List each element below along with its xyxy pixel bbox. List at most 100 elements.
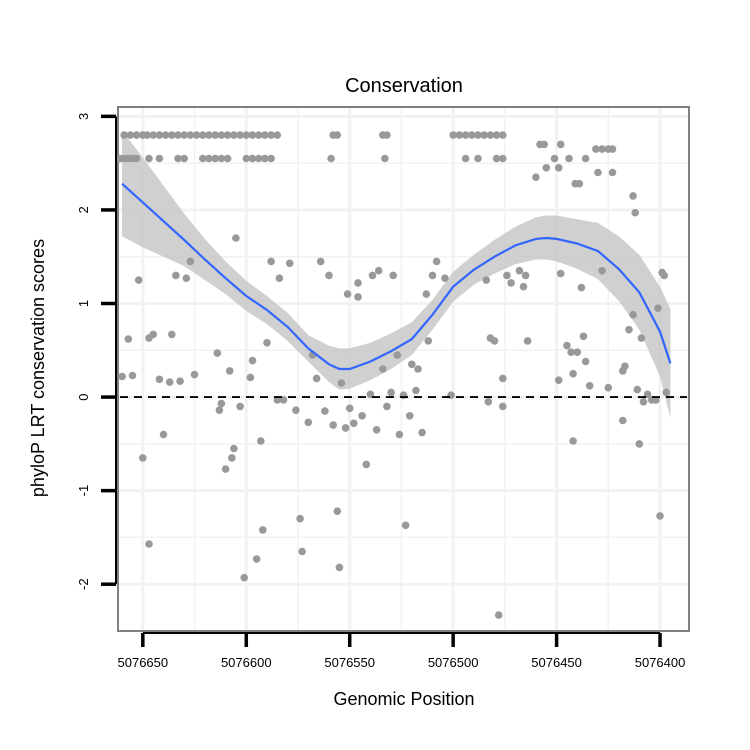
data-point [343,290,352,298]
data-point [432,257,441,266]
data-point [263,339,271,347]
data-point [165,378,174,386]
y-tick-label: -1 [76,485,91,497]
data-point [387,388,395,397]
data-point [449,131,458,139]
data-point [598,145,606,153]
data-point [494,611,503,619]
data-point [579,332,588,341]
data-point [211,131,219,139]
data-point [190,370,199,379]
data-point [372,426,381,434]
data-point [633,385,642,394]
data-point [139,454,147,462]
data-point [230,444,238,453]
data-point [298,547,306,556]
data-point [405,412,414,420]
data-point [199,154,207,163]
data-point [499,402,507,411]
data-point [205,131,213,139]
data-point [333,131,342,139]
y-tick-label: 3 [76,113,91,120]
data-point [598,266,606,275]
data-point [296,514,304,523]
y-axis: -2 -1 0 1 2 3 [76,113,117,590]
data-point [242,131,251,139]
data-point [414,365,422,373]
data-point [486,131,495,139]
data-point [159,430,168,439]
data-point [554,164,563,172]
data-point [585,382,594,390]
data-point [341,424,350,432]
data-point [329,421,338,429]
data-point [126,131,135,139]
data-point [499,374,507,383]
data-point [236,131,244,139]
data-point [418,428,426,437]
data-point [383,131,391,139]
data-point [161,131,170,139]
smooth-trend-line [121,182,672,371]
data-point [635,440,644,448]
y-axis-label: phyloP LRT conservation scores [28,239,48,497]
data-point [354,293,362,301]
data-point [132,154,141,163]
data-point [604,383,613,392]
data-point [581,154,590,163]
data-point [215,406,224,415]
data-point [575,179,584,188]
data-point [350,419,358,428]
data-point [542,164,551,172]
data-point [474,131,482,139]
y-tick-label: 0 [76,393,91,400]
data-point [236,402,244,411]
data-point [608,168,617,177]
data-point [393,351,402,359]
data-point [254,131,263,139]
data-point [637,334,646,342]
data-point [374,266,383,275]
data-point [225,367,234,375]
data-point [569,369,577,378]
data-point [335,563,344,572]
data-point [337,379,346,387]
data-point [532,173,540,181]
data-point [211,154,219,163]
data-point [381,154,389,163]
data-point [468,131,476,139]
data-point [358,412,366,420]
data-point [186,131,195,139]
data-point [482,276,491,284]
data-point [168,330,176,339]
data-point [254,154,263,163]
data-point [248,131,257,139]
data-point [252,555,261,563]
x-tick-label: 5076450 [531,655,582,670]
data-point [273,131,282,139]
data-point [273,396,282,404]
data-point [132,131,141,139]
data-point [285,259,294,268]
data-point [174,131,182,139]
data-point [424,337,433,345]
data-point [567,348,575,357]
data-point [168,131,176,139]
data-point [556,140,565,149]
data-point [257,437,265,445]
data-point [515,266,524,275]
data-point [217,399,226,408]
data-point [321,407,329,415]
data-point [499,131,507,139]
data-point [345,404,354,413]
data-point [654,304,662,313]
x-axis-label: Genomic Position [333,689,474,709]
confidence-band-layer [122,130,671,418]
data-point [275,274,284,283]
data-point [492,154,501,163]
data-point [261,131,269,139]
data-point [556,269,565,278]
data-point [172,271,180,280]
data-point [379,365,387,373]
